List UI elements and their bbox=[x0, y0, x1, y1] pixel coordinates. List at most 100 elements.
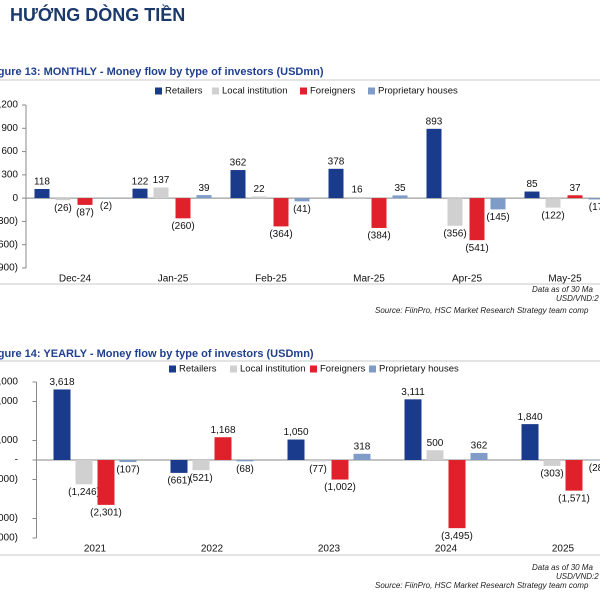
data-label: 37 bbox=[569, 183, 581, 194]
x-tick-label: 2022 bbox=[201, 544, 224, 555]
x-tick-label: May-25 bbox=[548, 274, 582, 285]
legend-label: Foreigners bbox=[310, 86, 356, 97]
bar bbox=[294, 198, 310, 202]
legend-label: Proprietary houses bbox=[379, 364, 459, 375]
bar bbox=[309, 460, 327, 462]
legend-label: Local institution bbox=[222, 86, 287, 97]
bar bbox=[371, 198, 387, 228]
bar bbox=[273, 198, 289, 227]
legend-swatch bbox=[169, 365, 176, 373]
data-label: (122) bbox=[541, 210, 564, 221]
y-tick-label: 300 bbox=[1, 169, 18, 180]
bar bbox=[132, 188, 148, 199]
bar bbox=[567, 195, 583, 199]
note: USD/VND:2 bbox=[556, 572, 599, 581]
bar bbox=[119, 460, 137, 463]
y-tick-label: (3,000) bbox=[0, 513, 18, 524]
legend-label: Proprietary houses bbox=[378, 86, 458, 97]
bar bbox=[490, 198, 506, 210]
data-label: 500 bbox=[427, 438, 444, 449]
data-label: 137 bbox=[153, 175, 170, 186]
x-tick-label: 2024 bbox=[435, 544, 458, 555]
data-label: (303) bbox=[540, 469, 563, 480]
note: Data as of 30 Ma bbox=[532, 285, 593, 294]
bar bbox=[543, 460, 561, 466]
x-tick-label: Mar-25 bbox=[353, 274, 385, 285]
x-tick-label: 2023 bbox=[318, 544, 341, 555]
legend-swatch bbox=[155, 87, 162, 95]
data-label: 362 bbox=[230, 158, 247, 169]
data-label: (17 bbox=[589, 202, 600, 213]
y-tick-label: (900) bbox=[0, 263, 18, 274]
bar bbox=[287, 439, 305, 460]
bar bbox=[588, 198, 600, 200]
legend-swatch bbox=[212, 87, 219, 95]
legend-label: Retailers bbox=[179, 364, 217, 375]
x-tick-label: 2021 bbox=[84, 544, 107, 555]
y-tick-label: (1,000) bbox=[0, 474, 18, 485]
data-label: 1,050 bbox=[283, 427, 308, 438]
data-label: 122 bbox=[132, 176, 149, 187]
bar bbox=[328, 168, 344, 199]
bar bbox=[55, 198, 71, 201]
bar bbox=[34, 188, 50, 199]
data-label: 3,111 bbox=[401, 387, 425, 398]
data-label: 118 bbox=[34, 177, 50, 188]
data-label: 893 bbox=[426, 116, 443, 127]
data-label: 39 bbox=[198, 183, 210, 194]
data-label: 1,168 bbox=[210, 425, 235, 436]
chart-title: Figure 13: MONTHLY - Money flow by type … bbox=[0, 66, 324, 78]
bar bbox=[587, 460, 600, 461]
data-label: (41) bbox=[293, 204, 311, 215]
legend-swatch bbox=[368, 87, 375, 95]
chart-frame bbox=[0, 79, 600, 285]
bar bbox=[175, 198, 191, 219]
data-label: (26) bbox=[54, 203, 72, 214]
data-label: 362 bbox=[471, 441, 488, 452]
y-tick-label: (600) bbox=[0, 239, 18, 250]
bar bbox=[53, 389, 71, 460]
data-label: (1,246) bbox=[68, 487, 100, 498]
data-label: (661) bbox=[167, 476, 190, 487]
legend-swatch bbox=[369, 365, 376, 373]
note: USD/VND:2 bbox=[556, 294, 599, 303]
chart-frame bbox=[0, 360, 600, 556]
data-label: 378 bbox=[328, 156, 345, 167]
bar bbox=[470, 452, 488, 460]
bar bbox=[331, 460, 349, 480]
bar bbox=[545, 198, 561, 208]
note: Source: FiinPro, HSC Market Research Str… bbox=[375, 306, 589, 315]
data-label: (260) bbox=[171, 221, 194, 232]
legend-label: Foreigners bbox=[320, 364, 366, 375]
bar bbox=[469, 198, 485, 241]
y-tick-label: 3,000 bbox=[0, 396, 18, 407]
data-label: 3,618 bbox=[49, 377, 74, 388]
bar bbox=[251, 196, 267, 199]
chart-title: Figure 14: YEARLY - Money flow by type o… bbox=[0, 348, 314, 360]
y-tick-label: (4,000) bbox=[0, 533, 18, 544]
bar bbox=[170, 460, 188, 473]
data-label: (521) bbox=[189, 473, 212, 484]
data-label: (541) bbox=[465, 243, 488, 254]
bar bbox=[97, 460, 115, 505]
bar bbox=[524, 191, 540, 199]
data-label: 85 bbox=[526, 179, 538, 190]
bar bbox=[521, 424, 539, 460]
bar bbox=[392, 195, 408, 199]
legend-swatch bbox=[310, 365, 317, 373]
note: Source: FiinPro, HSC Market Research Str… bbox=[375, 581, 589, 590]
heading: HƯỚNG DÒNG TIỀN bbox=[10, 4, 185, 25]
data-label: (107) bbox=[116, 465, 139, 476]
bar bbox=[353, 453, 371, 460]
bar bbox=[236, 460, 254, 462]
data-label: (2,301) bbox=[90, 508, 122, 519]
data-label: (87) bbox=[76, 208, 94, 219]
x-tick-label: Apr-25 bbox=[452, 274, 482, 285]
data-label: (384) bbox=[367, 231, 390, 242]
data-label: (1,002) bbox=[324, 482, 356, 493]
data-label: (2) bbox=[100, 201, 112, 212]
data-label: 35 bbox=[394, 183, 406, 194]
data-label: 1,840 bbox=[517, 412, 542, 423]
bar bbox=[565, 460, 583, 491]
data-label: (364) bbox=[269, 229, 292, 240]
